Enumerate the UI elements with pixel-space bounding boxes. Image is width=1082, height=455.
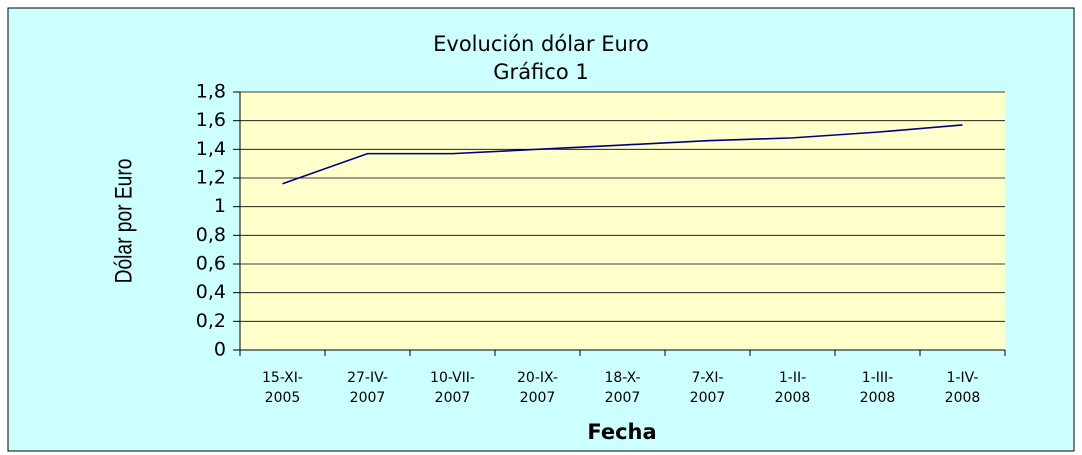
plot-area xyxy=(240,92,1005,350)
y-tick-label: 1,4 xyxy=(196,138,226,160)
x-tick-label: 18-X-2007 xyxy=(604,370,640,406)
y-tick-label: 1 xyxy=(214,195,226,217)
x-axis-label: Fecha xyxy=(587,420,656,444)
y-tick-label: 0,6 xyxy=(196,253,226,275)
chart-subtitle: Gráfico 1 xyxy=(493,60,588,84)
y-tick-label: 0,2 xyxy=(196,310,226,332)
x-tick-label: 1-II-2008 xyxy=(775,370,811,406)
x-tick-label: 7-XI-2007 xyxy=(690,370,726,406)
x-tick-label: 20-IX-2007 xyxy=(517,370,558,406)
x-tick-label: 10-VII-2007 xyxy=(430,370,475,406)
chart-title: Evolución dólar Euro xyxy=(433,32,649,56)
x-tick-label: 1-IV-2008 xyxy=(945,370,981,406)
y-axis-label: Dólar por Euro xyxy=(109,159,137,284)
y-tick-label: 1,2 xyxy=(196,167,226,189)
y-tick-label: 0 xyxy=(214,339,226,361)
data-line xyxy=(282,124,963,185)
x-tick-label: 27-IV-2007 xyxy=(347,370,388,406)
y-tick-label: 1,8 xyxy=(196,81,226,103)
y-tick-label: 0,4 xyxy=(196,281,226,303)
x-tick-label: 15-XI-2005 xyxy=(262,370,303,406)
y-tick-label: 0,8 xyxy=(196,224,226,246)
x-tick-label: 1-III-2008 xyxy=(860,370,896,406)
y-tick-label: 1,6 xyxy=(196,109,226,131)
